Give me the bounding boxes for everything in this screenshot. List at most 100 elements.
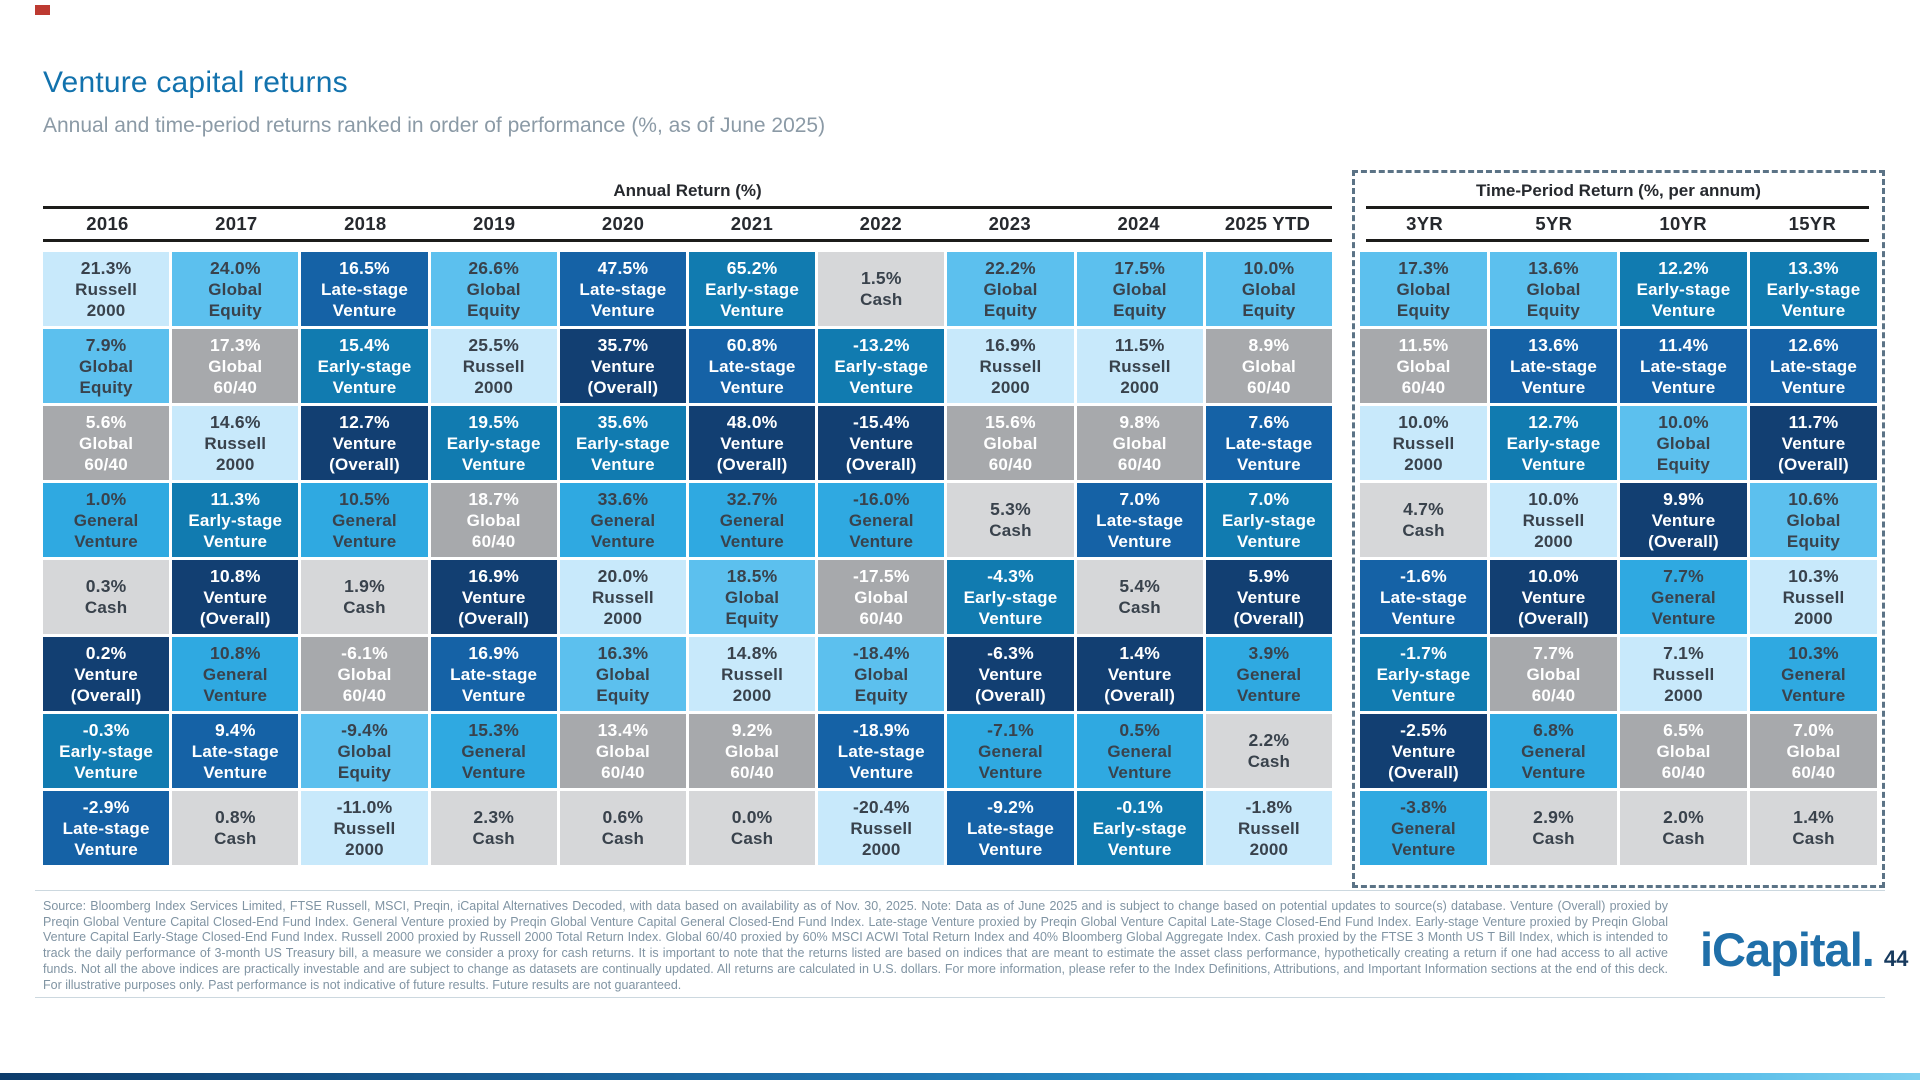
asset-label: Venture (1521, 454, 1586, 474)
return-cell: 1.0% General Venture (43, 483, 170, 557)
return-value: -9.2% (987, 796, 1034, 817)
return-cell: 17.3% Global 60/40 (172, 329, 299, 403)
asset-label: Cash (730, 829, 774, 848)
asset-label: 2000 (861, 839, 901, 859)
column-header: 2024 (1117, 213, 1160, 234)
return-value: 7.7% (1533, 642, 1574, 663)
return-value: 9.2% (731, 719, 773, 740)
return-cell: 1.5% Cash (818, 252, 945, 326)
return-cell: 1.4% Venture (Overall) (1076, 637, 1203, 711)
asset-label: Venture (203, 531, 268, 551)
return-cell: 2.9% Cash (1490, 791, 1617, 865)
return-cell: 0.5% General Venture (1076, 714, 1203, 788)
asset-label: Venture (74, 839, 138, 859)
return-value: 2.2% (1248, 730, 1290, 750)
return-value: 9.4% (214, 719, 256, 740)
return-cell: 35.7% Venture (Overall) (559, 329, 686, 403)
return-value: 11.7% (1788, 411, 1839, 432)
return-value: 13.4% (597, 719, 649, 740)
return-value: -6.3% (987, 642, 1034, 663)
asset-label: Cash (989, 521, 1032, 540)
return-value: 24.0% (209, 257, 261, 278)
return-value: -1.7% (1400, 642, 1447, 663)
asset-label: (Overall) (70, 685, 142, 705)
return-value: -6.1% (341, 642, 388, 663)
return-value: 16.9% (985, 334, 1036, 355)
return-cell: 0.2% Venture (Overall) (43, 637, 170, 711)
return-value: 22.2% (985, 257, 1036, 278)
asset-label: General (848, 510, 914, 530)
asset-label: Russell (1652, 664, 1715, 684)
return-cell: 10.3% Russell 2000 (1750, 560, 1877, 634)
asset-label: Cash (1662, 829, 1705, 848)
return-value: 16.3% (597, 642, 649, 663)
return-value: 7.0% (1119, 488, 1161, 509)
return-value: 10.6% (1788, 488, 1839, 509)
return-cell: -2.5% Venture (Overall) (1360, 714, 1487, 788)
return-value: 10.0% (1243, 257, 1295, 278)
asset-label: Venture (849, 531, 914, 551)
asset-label: Venture (74, 762, 138, 782)
asset-label: Early-stage (1221, 510, 1316, 530)
asset-label: (Overall) (716, 454, 788, 474)
asset-label: Venture (1391, 839, 1456, 859)
asset-label: Venture (849, 433, 914, 453)
return-value: -1.6% (1400, 565, 1447, 586)
asset-label: Venture (332, 531, 397, 551)
asset-label: 2000 (345, 839, 384, 859)
asset-label: Global (983, 433, 1038, 453)
asset-label: Russell (333, 818, 396, 838)
asset-label: General (332, 510, 397, 530)
return-cell: 16.9% Late-stage Venture (430, 637, 557, 711)
asset-label: General (1651, 587, 1716, 607)
asset-label: Late-stage (1639, 356, 1728, 376)
return-cell: 24.0% Global Equity (172, 252, 299, 326)
asset-label: Venture (1781, 300, 1846, 320)
return-cell: 11.4% Late-stage Venture (1620, 329, 1747, 403)
return-value: 5.9% (1248, 565, 1290, 586)
asset-label: Russell (979, 356, 1042, 376)
return-cell: -17.5% Global 60/40 (818, 560, 945, 634)
return-value: -4.3% (987, 565, 1034, 586)
asset-label: (Overall) (845, 454, 917, 474)
asset-label: Global (466, 510, 521, 530)
asset-label: Russell (850, 818, 913, 838)
return-cell: 5.9% Venture (Overall) (1205, 560, 1332, 634)
asset-label: Venture (1521, 377, 1586, 397)
asset-label: Early-stage (834, 356, 929, 376)
asset-label: 2000 (1534, 531, 1573, 551)
return-cell: 14.8% Russell 2000 (688, 637, 816, 711)
asset-label: Venture (978, 664, 1043, 684)
asset-label: Cash (84, 598, 128, 617)
return-value: 10.5% (339, 488, 390, 509)
asset-label: Late-stage (1096, 510, 1184, 530)
return-cell: 3.9% General Venture (1205, 637, 1332, 711)
return-value: 7.0% (1793, 719, 1834, 740)
asset-label: Equity (1396, 300, 1451, 320)
return-value: 19.5% (468, 411, 519, 432)
return-value: 16.9% (468, 565, 519, 586)
return-cell: 5.4% Cash (1076, 560, 1203, 634)
asset-label: Global (1241, 279, 1296, 299)
return-value: 7.9% (85, 334, 127, 355)
return-value: 2.3% (473, 807, 515, 827)
asset-label: Venture (1651, 608, 1716, 628)
asset-label: Venture (849, 762, 914, 782)
return-cell: 10.0% Russell 2000 (1360, 406, 1487, 480)
column-header: 2017 (215, 213, 258, 234)
asset-label: Equity (467, 300, 521, 320)
return-value: 7.6% (1248, 411, 1290, 432)
return-cell: 7.0% Global 60/40 (1750, 714, 1877, 788)
return-cell: 22.2% Global Equity (947, 252, 1074, 326)
return-value: 10.3% (1788, 565, 1839, 586)
return-value: 10.8% (209, 565, 261, 586)
return-cell: 11.3% Early-stage Venture (172, 483, 299, 557)
return-cell: -2.9% Late-stage Venture (43, 791, 170, 865)
asset-label: Global (725, 587, 780, 607)
return-value: 11.3% (210, 488, 261, 509)
asset-label: Equity (1526, 300, 1581, 320)
return-cell: 13.4% Global 60/40 (559, 714, 686, 788)
asset-label: Global (1241, 356, 1296, 376)
asset-label: Global (208, 279, 263, 299)
